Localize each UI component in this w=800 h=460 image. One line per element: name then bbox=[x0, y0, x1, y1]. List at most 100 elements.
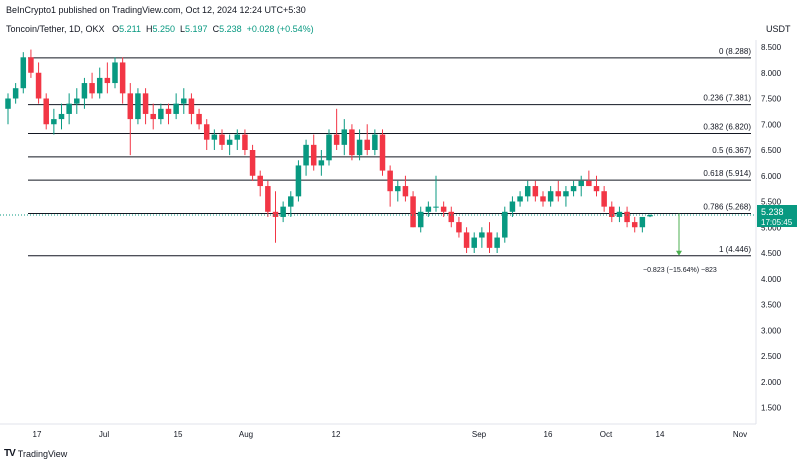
candle-body bbox=[58, 113, 65, 120]
fib-level-label: 0 (8.288) bbox=[719, 47, 751, 56]
candle-body bbox=[226, 139, 233, 145]
candle-body bbox=[509, 201, 516, 212]
candle-body bbox=[616, 211, 623, 217]
candle-body bbox=[249, 150, 256, 176]
candle-body bbox=[532, 186, 539, 197]
time-tick-label: Aug bbox=[239, 430, 253, 439]
candle-body bbox=[181, 98, 187, 104]
close-label: C bbox=[212, 24, 220, 34]
price-range-measure: −0.823 (−15.64%) −823 bbox=[643, 213, 717, 274]
candle-body bbox=[631, 222, 638, 228]
candle-body bbox=[318, 160, 325, 166]
candle-body bbox=[280, 206, 286, 217]
candle-body bbox=[333, 134, 340, 145]
candle-body bbox=[28, 57, 34, 73]
time-tick-label: 16 bbox=[544, 430, 553, 439]
fib-level-label: 0.786 (5.268) bbox=[703, 202, 751, 211]
measure-label: −0.823 (−15.64%) −823 bbox=[643, 267, 717, 274]
candle-body bbox=[295, 165, 302, 197]
price-tick-label: 3.500 bbox=[761, 301, 782, 310]
candle-body bbox=[647, 214, 653, 217]
fib-level-label: 1 (4.446) bbox=[719, 245, 751, 254]
price-tick-label: 5.000 bbox=[761, 223, 782, 232]
candle-body bbox=[547, 191, 554, 202]
price-tick-label: 2.000 bbox=[761, 378, 782, 387]
fib-level-label: 0.382 (6.820) bbox=[703, 123, 751, 132]
candle-body bbox=[402, 186, 409, 197]
candle-body bbox=[219, 134, 225, 145]
candle-body bbox=[326, 134, 332, 161]
close-value: 5.238 bbox=[219, 24, 242, 34]
candle-body bbox=[211, 134, 218, 140]
candle-body bbox=[303, 144, 309, 166]
candle-body bbox=[96, 77, 103, 94]
candle-body bbox=[51, 119, 57, 125]
tradingview-brand: TradingView bbox=[17, 448, 68, 459]
time-tick-label: Oct bbox=[600, 430, 613, 439]
candle-body bbox=[349, 129, 355, 156]
price-tick-label: 2.500 bbox=[761, 352, 782, 361]
candle-body bbox=[471, 237, 477, 248]
candle-body bbox=[364, 139, 370, 150]
candle-body bbox=[479, 232, 485, 238]
price-tick-label: 4.000 bbox=[761, 275, 782, 284]
last-price-value: 5.238 bbox=[761, 207, 784, 217]
candle-body bbox=[81, 83, 88, 99]
candle-body bbox=[288, 196, 294, 207]
price-tick-label: 4.500 bbox=[761, 249, 782, 258]
candle-body bbox=[563, 191, 569, 197]
candle-body bbox=[196, 113, 202, 125]
candle-body bbox=[433, 206, 439, 208]
symbol-name[interactable]: Toncoin/Tether, 1D, OKX bbox=[6, 24, 105, 34]
candle-body bbox=[356, 139, 363, 156]
fibonacci-levels: 0 (8.288) 0.236 (7.381) 0.382 (6.820) 0.5 (… bbox=[28, 47, 751, 257]
time-axis[interactable]: 17 Jul 15 Aug 12 Sep 16 Oct 14 Nov bbox=[33, 430, 748, 439]
price-tick-label: 8.000 bbox=[761, 69, 782, 78]
time-tick-label: Nov bbox=[733, 430, 747, 439]
candle-body bbox=[517, 196, 523, 202]
time-tick-label: 14 bbox=[656, 430, 665, 439]
price-tick-label: 1.500 bbox=[761, 404, 782, 413]
candle-body bbox=[89, 83, 95, 94]
candle-body bbox=[272, 211, 279, 217]
candles bbox=[5, 49, 653, 253]
candle-body bbox=[425, 206, 432, 212]
candle-body bbox=[310, 144, 317, 166]
candle-body bbox=[417, 211, 424, 228]
candle-body bbox=[35, 72, 42, 99]
candle-body bbox=[5, 98, 11, 109]
candle-body bbox=[395, 186, 401, 192]
high-value: 5.250 bbox=[152, 24, 175, 34]
candle-body bbox=[524, 186, 531, 197]
tradingview-logo-icon: TV bbox=[4, 448, 16, 459]
candle-body bbox=[119, 62, 126, 94]
open-value: 5.211 bbox=[119, 24, 141, 34]
high-label: H bbox=[145, 24, 153, 34]
candle-body bbox=[242, 134, 248, 150]
tradingview-footer[interactable]: TV TradingView bbox=[4, 448, 67, 459]
price-axis[interactable]: 1.500 2.000 2.500 3.000 3.500 4.000 4.500 5.000… bbox=[761, 43, 782, 413]
candle-body bbox=[486, 232, 493, 248]
price-tick-label: 8.500 bbox=[761, 43, 782, 52]
candle-body bbox=[127, 93, 134, 120]
fib-level-label: 0.618 (5.914) bbox=[703, 169, 751, 178]
candle-body bbox=[257, 175, 263, 187]
candle-body bbox=[578, 180, 584, 187]
candle-body bbox=[74, 98, 80, 104]
candle-body bbox=[609, 206, 615, 217]
bar-countdown: 17:05:45 bbox=[761, 218, 793, 227]
candle-body bbox=[456, 222, 462, 233]
candle-body bbox=[341, 129, 348, 145]
last-price-marker: 5.238 17:05:45 bbox=[0, 205, 797, 227]
candle-body bbox=[165, 108, 172, 114]
price-tick-label: 3.000 bbox=[761, 326, 782, 335]
candle-body bbox=[203, 124, 210, 140]
price-tick-label: 6.000 bbox=[761, 172, 782, 181]
candle-body bbox=[43, 98, 49, 125]
time-tick-label: 12 bbox=[332, 430, 341, 439]
candle-body bbox=[440, 206, 447, 212]
low-label: L bbox=[180, 24, 186, 34]
candle-body bbox=[112, 62, 118, 84]
candle-body bbox=[104, 77, 111, 84]
